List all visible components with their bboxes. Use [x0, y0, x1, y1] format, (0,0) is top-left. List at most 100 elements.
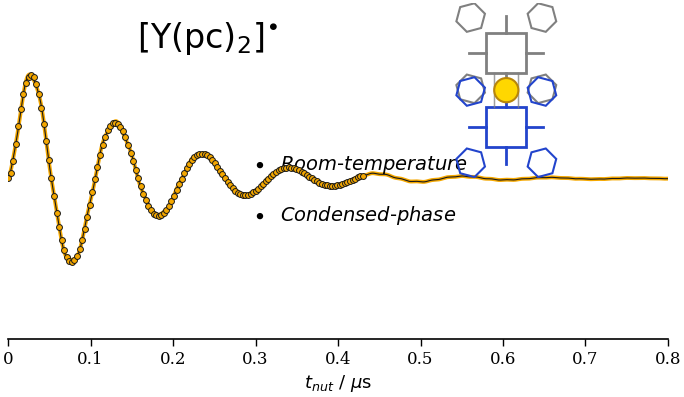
Point — [34, 91, 44, 98]
Point — [90, 175, 101, 182]
Point — [248, 189, 259, 196]
Point — [176, 175, 187, 182]
Point — [339, 180, 350, 186]
Point — [224, 182, 235, 188]
Point — [227, 185, 238, 191]
Point — [205, 154, 215, 161]
Point — [59, 247, 70, 253]
Point — [306, 175, 317, 181]
Point — [222, 179, 233, 185]
Point — [179, 170, 189, 177]
Point — [77, 237, 88, 243]
Point — [240, 192, 251, 198]
Point — [23, 74, 34, 80]
Point — [44, 156, 55, 163]
Point — [184, 161, 195, 167]
Point — [46, 175, 57, 181]
Text: $\bullet$: $\bullet$ — [252, 204, 265, 226]
Point — [102, 127, 113, 134]
Point — [110, 119, 121, 126]
Point — [255, 183, 266, 189]
Point — [265, 173, 276, 179]
Point — [100, 134, 111, 140]
Point — [171, 187, 182, 193]
Point — [18, 91, 29, 98]
Point — [319, 181, 330, 188]
Point — [308, 177, 319, 183]
Point — [97, 142, 108, 148]
Point — [64, 258, 75, 264]
Point — [293, 167, 304, 173]
Point — [252, 185, 263, 192]
Point — [150, 212, 161, 218]
Point — [235, 191, 246, 197]
Point — [314, 179, 325, 186]
Point — [321, 182, 332, 189]
Point — [317, 181, 328, 187]
Point — [15, 106, 26, 112]
Point — [192, 152, 202, 158]
Point — [261, 178, 272, 184]
Point — [166, 198, 177, 204]
Point — [140, 197, 151, 204]
Point — [286, 164, 297, 171]
Point — [250, 187, 261, 194]
Point — [357, 172, 368, 179]
Point — [130, 166, 141, 173]
Point — [233, 189, 244, 196]
Point — [62, 254, 73, 260]
Point — [273, 167, 284, 173]
Point — [79, 226, 90, 232]
Point — [49, 193, 60, 199]
Point — [168, 193, 179, 199]
Point — [112, 121, 123, 127]
Point — [230, 187, 241, 194]
Text: $\bullet$: $\bullet$ — [252, 154, 265, 176]
Point — [38, 121, 49, 127]
Text: $[\mathrm{Y(pc)}_{2}]^{\bullet}$: $[\mathrm{Y(pc)}_{2}]^{\bullet}$ — [137, 19, 278, 57]
Point — [74, 245, 85, 252]
Point — [329, 183, 340, 189]
Point — [122, 141, 133, 148]
Point — [209, 160, 220, 166]
Point — [10, 141, 21, 147]
Point — [243, 191, 254, 198]
Point — [138, 191, 149, 197]
Point — [133, 175, 144, 181]
Point — [148, 210, 159, 217]
Point — [334, 181, 345, 188]
Point — [107, 120, 118, 126]
Point — [337, 181, 348, 187]
Point — [128, 158, 139, 164]
Text: $\mathit{Room\text{-}temperature}$: $\mathit{Room\text{-}temperature}$ — [280, 154, 468, 176]
Point — [332, 182, 343, 189]
Point — [207, 157, 218, 163]
Point — [3, 175, 14, 182]
Point — [291, 166, 302, 172]
Point — [8, 158, 18, 164]
Point — [135, 183, 146, 189]
Point — [352, 174, 363, 181]
Point — [342, 179, 353, 185]
Point — [174, 181, 185, 188]
Point — [237, 192, 248, 198]
Point — [56, 237, 67, 243]
Point — [276, 166, 287, 172]
Point — [53, 224, 64, 231]
Point — [311, 178, 322, 185]
Point — [36, 105, 47, 111]
Point — [51, 210, 62, 216]
Point — [324, 183, 335, 189]
Point — [214, 168, 225, 174]
Point — [94, 152, 105, 158]
Point — [158, 210, 169, 216]
Point — [153, 213, 164, 219]
Point — [194, 151, 205, 157]
Point — [21, 80, 31, 87]
Point — [280, 164, 291, 171]
Point — [87, 189, 98, 195]
Point — [146, 207, 157, 214]
Point — [299, 170, 310, 176]
Point — [186, 157, 197, 163]
Point — [258, 181, 269, 187]
